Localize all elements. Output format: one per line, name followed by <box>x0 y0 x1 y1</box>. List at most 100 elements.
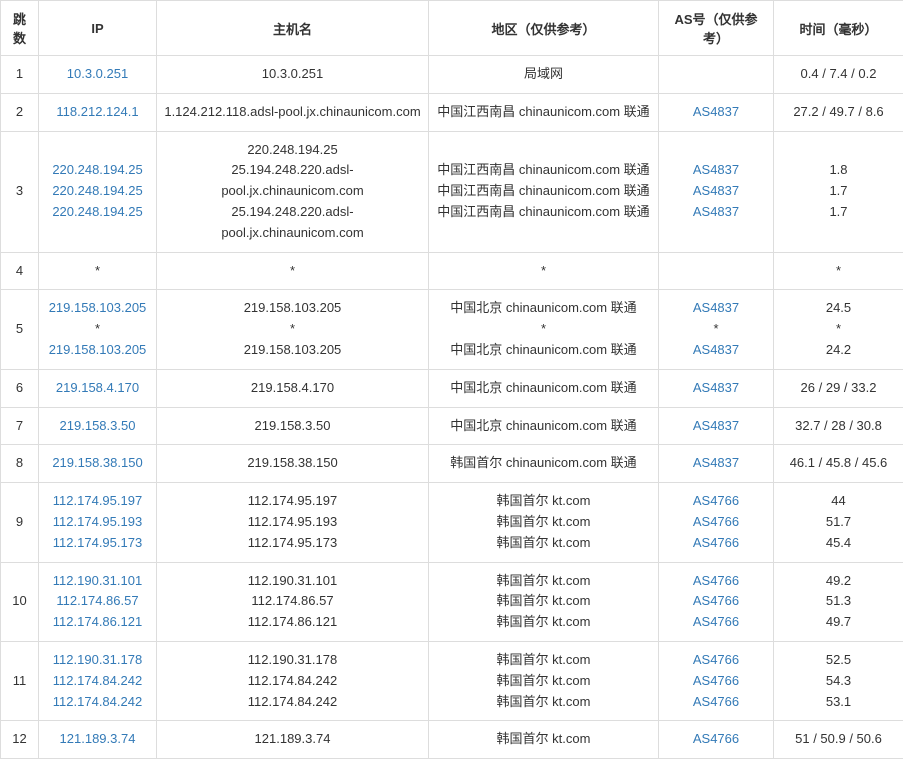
ip-link[interactable]: 112.190.31.101 <box>45 571 150 592</box>
hop-text: 10 <box>7 591 32 612</box>
cell-host: 219.158.3.50 <box>157 407 429 445</box>
host-text: 112.190.31.101 <box>163 571 422 592</box>
ip-link[interactable]: 112.174.86.121 <box>45 612 150 633</box>
cell-ip: 112.190.31.178112.174.84.242112.174.84.2… <box>39 641 157 720</box>
region-text: 中国江西南昌 chinaunicom.com 联通 <box>435 160 652 181</box>
ip-link[interactable]: 112.174.84.242 <box>45 671 150 692</box>
asn-link[interactable]: AS4837 <box>665 340 767 361</box>
cell-asn <box>659 56 774 94</box>
asn-link[interactable]: AS4837 <box>665 160 767 181</box>
asn-link[interactable]: AS4837 <box>665 298 767 319</box>
cell-hop: 1 <box>1 56 39 94</box>
ip-link[interactable]: 219.158.103.205 <box>45 340 150 361</box>
ip-link[interactable]: 112.190.31.178 <box>45 650 150 671</box>
asn-link[interactable]: AS4837 <box>665 416 767 437</box>
region-text: 韩国首尔 kt.com <box>435 512 652 533</box>
asn-link[interactable]: AS4766 <box>665 591 767 612</box>
hop-text: 11 <box>7 671 32 692</box>
ip-link[interactable]: 219.158.38.150 <box>45 453 150 474</box>
table-body: 110.3.0.25110.3.0.251局域网0.4 / 7.4 / 0.22… <box>1 56 903 759</box>
header-asn: AS号（仅供参考） <box>659 1 774 56</box>
ip-text: * <box>45 319 150 340</box>
ip-link[interactable]: 10.3.0.251 <box>45 64 150 85</box>
cell-region: 韩国首尔 kt.com <box>429 721 659 759</box>
cell-host: 220.248.194.2525.194.248.220.adsl-pool.j… <box>157 131 429 252</box>
cell-time: 52.554.353.1 <box>774 641 903 720</box>
cell-ip: 10.3.0.251 <box>39 56 157 94</box>
asn-link[interactable]: AS4766 <box>665 612 767 633</box>
table-row: 12121.189.3.74121.189.3.74韩国首尔 kt.comAS4… <box>1 721 903 759</box>
cell-host: 112.190.31.178112.174.84.242112.174.84.2… <box>157 641 429 720</box>
hop-text: 2 <box>7 102 32 123</box>
ip-link[interactable]: 220.248.194.25 <box>45 202 150 223</box>
cell-hop: 7 <box>1 407 39 445</box>
header-time: 时间（毫秒） <box>774 1 903 56</box>
ip-link[interactable]: 112.174.95.193 <box>45 512 150 533</box>
cell-host: 219.158.4.170 <box>157 369 429 407</box>
time-text: 0.4 / 7.4 / 0.2 <box>780 64 897 85</box>
ip-link[interactable]: 112.174.95.197 <box>45 491 150 512</box>
ip-link[interactable]: 112.174.84.242 <box>45 692 150 713</box>
time-text: 32.7 / 28 / 30.8 <box>780 416 897 437</box>
table-row: 2 118.212.124.1 1.124.212.118.adsl-pool.jx… <box>1 93 903 131</box>
ip-link[interactable]: 219.158.4.170 <box>45 378 150 399</box>
time-text: 52.5 <box>780 650 897 671</box>
asn-link[interactable]: AS4766 <box>665 571 767 592</box>
region-text: 韩国首尔 kt.com <box>435 571 652 592</box>
host-text: 220.248.194.25 <box>163 140 422 161</box>
asn-link[interactable]: AS4766 <box>665 491 767 512</box>
cell-host: 219.158.38.150 <box>157 445 429 483</box>
ip-link[interactable]: 118.212.124.1 <box>45 102 150 123</box>
time-text: 46.1 / 45.8 / 45.6 <box>780 453 897 474</box>
host-text: 219.158.38.150 <box>163 453 422 474</box>
ip-link[interactable]: 121.189.3.74 <box>45 729 150 750</box>
header-host: 主机名 <box>157 1 429 56</box>
asn-link[interactable]: AS4837 <box>665 453 767 474</box>
ip-link[interactable]: 219.158.3.50 <box>45 416 150 437</box>
time-text: 27.2 / 49.7 / 8.6 <box>780 102 897 123</box>
host-text: * <box>163 319 422 340</box>
cell-ip: 118.212.124.1 <box>39 93 157 131</box>
asn-link[interactable]: AS4766 <box>665 533 767 554</box>
asn-link[interactable]: AS4766 <box>665 512 767 533</box>
region-text: 韩国首尔 kt.com <box>435 650 652 671</box>
cell-time: 24.5*24.2 <box>774 290 903 369</box>
cell-host: 1.124.212.118.adsl-pool.jx.chinaunicom.c… <box>157 93 429 131</box>
region-text: 中国江西南昌 chinaunicom.com 联通 <box>435 202 652 223</box>
header-hop: 跳数 <box>1 1 39 56</box>
table-row: 10112.190.31.101112.174.86.57112.174.86.… <box>1 562 903 641</box>
cell-time: * <box>774 252 903 290</box>
asn-link[interactable]: AS4837 <box>665 378 767 399</box>
region-text: 中国江西南昌 chinaunicom.com 联通 <box>435 102 652 123</box>
time-text: 1.7 <box>780 202 897 223</box>
asn-link[interactable]: AS4837 <box>665 102 767 123</box>
table-row: 3220.248.194.25220.248.194.25220.248.194… <box>1 131 903 252</box>
cell-asn: AS4837AS4837AS4837 <box>659 131 774 252</box>
time-text: 53.1 <box>780 692 897 713</box>
ip-link[interactable]: 112.174.86.57 <box>45 591 150 612</box>
asn-link[interactable]: AS4837 <box>665 181 767 202</box>
time-text: 51.7 <box>780 512 897 533</box>
cell-asn: AS4766 <box>659 721 774 759</box>
asn-link[interactable]: AS4837 <box>665 202 767 223</box>
region-text: 韩国首尔 kt.com <box>435 491 652 512</box>
cell-asn: AS4766AS4766AS4766 <box>659 483 774 562</box>
asn-link[interactable]: AS4766 <box>665 692 767 713</box>
cell-ip: 219.158.103.205*219.158.103.205 <box>39 290 157 369</box>
region-text: 韩国首尔 kt.com <box>435 692 652 713</box>
region-text: 韩国首尔 kt.com <box>435 591 652 612</box>
hop-text: 3 <box>7 181 32 202</box>
cell-host: 121.189.3.74 <box>157 721 429 759</box>
asn-link[interactable]: AS4766 <box>665 729 767 750</box>
asn-link[interactable]: AS4766 <box>665 671 767 692</box>
table-row: 9112.174.95.197112.174.95.193112.174.95.… <box>1 483 903 562</box>
ip-link[interactable]: 220.248.194.25 <box>45 181 150 202</box>
asn-link[interactable]: AS4766 <box>665 650 767 671</box>
ip-link[interactable]: 112.174.95.173 <box>45 533 150 554</box>
cell-ip: 121.189.3.74 <box>39 721 157 759</box>
host-text: 112.174.95.197 <box>163 491 422 512</box>
ip-link[interactable]: 220.248.194.25 <box>45 160 150 181</box>
cell-ip: 219.158.3.50 <box>39 407 157 445</box>
cell-ip: 220.248.194.25220.248.194.25220.248.194.… <box>39 131 157 252</box>
ip-link[interactable]: 219.158.103.205 <box>45 298 150 319</box>
